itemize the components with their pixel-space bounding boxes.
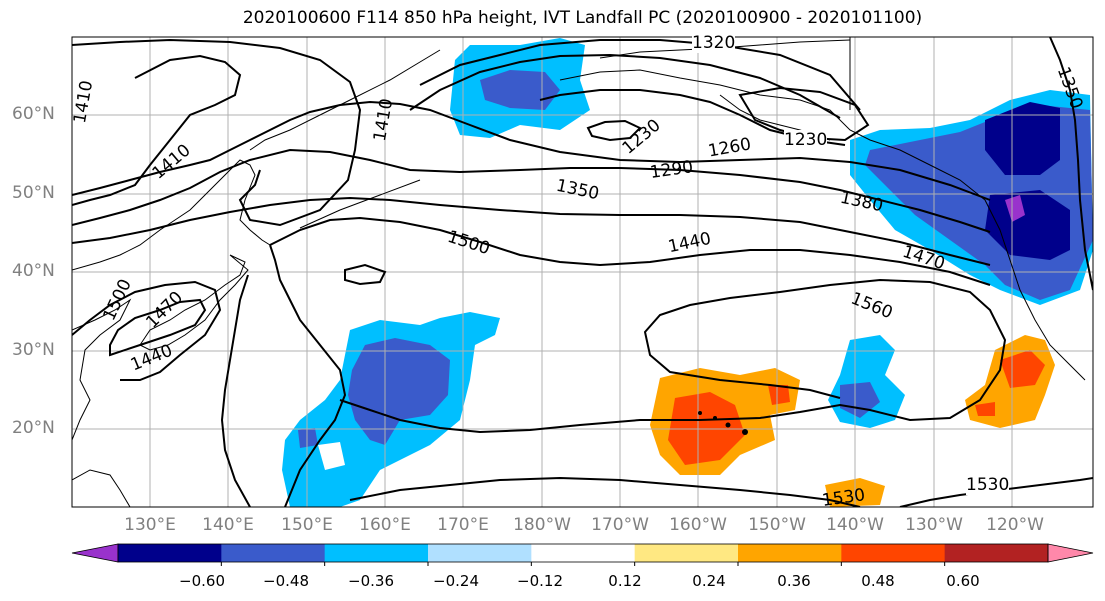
lon-label: 180°W bbox=[513, 515, 571, 535]
contour-label: 1230 bbox=[784, 130, 828, 150]
ivt-shading bbox=[282, 38, 1093, 507]
lon-label: 160°E bbox=[359, 515, 411, 535]
colorbar-tick: 0.12 bbox=[608, 572, 642, 590]
lat-label: 20°N bbox=[12, 418, 55, 438]
colorbar-tick: 0.24 bbox=[692, 572, 726, 590]
lon-label: 170°E bbox=[437, 515, 489, 535]
lon-label: 150°W bbox=[748, 515, 806, 535]
contour-label: 1530 bbox=[966, 475, 1010, 495]
graticule bbox=[72, 37, 1093, 507]
colorbar-tick: −0.48 bbox=[263, 572, 309, 590]
contour-label: 1320 bbox=[692, 33, 736, 53]
colorbar-tick: 0.48 bbox=[861, 572, 895, 590]
lon-label: 130°W bbox=[905, 515, 963, 535]
lon-label: 120°W bbox=[986, 515, 1044, 535]
colorbar-tick: 0.36 bbox=[777, 572, 811, 590]
lat-label: 50°N bbox=[12, 183, 55, 203]
lon-label: 130°E bbox=[124, 515, 176, 535]
map-frame bbox=[71, 36, 1094, 508]
lon-label: 150°E bbox=[281, 515, 333, 535]
colorbar-tick: −0.60 bbox=[179, 572, 225, 590]
hawaii-islands bbox=[698, 411, 748, 435]
map-title: 2020100600 F114 850 hPa height, IVT Land… bbox=[242, 8, 923, 28]
colorbar-tick: −0.36 bbox=[348, 572, 394, 590]
height-contours bbox=[72, 37, 1093, 507]
lat-label: 60°N bbox=[12, 104, 55, 124]
colorbar-tick: 0.60 bbox=[946, 572, 980, 590]
lat-label: 40°N bbox=[12, 261, 55, 281]
lon-label: 160°W bbox=[669, 515, 727, 535]
lon-label: 140°E bbox=[202, 515, 254, 535]
colorbar-tick: −0.12 bbox=[517, 572, 563, 590]
lon-label: 170°W bbox=[591, 515, 649, 535]
lon-label: 140°W bbox=[826, 515, 884, 535]
lat-label: 30°N bbox=[12, 340, 55, 360]
colorbar-tick: −0.24 bbox=[433, 572, 479, 590]
